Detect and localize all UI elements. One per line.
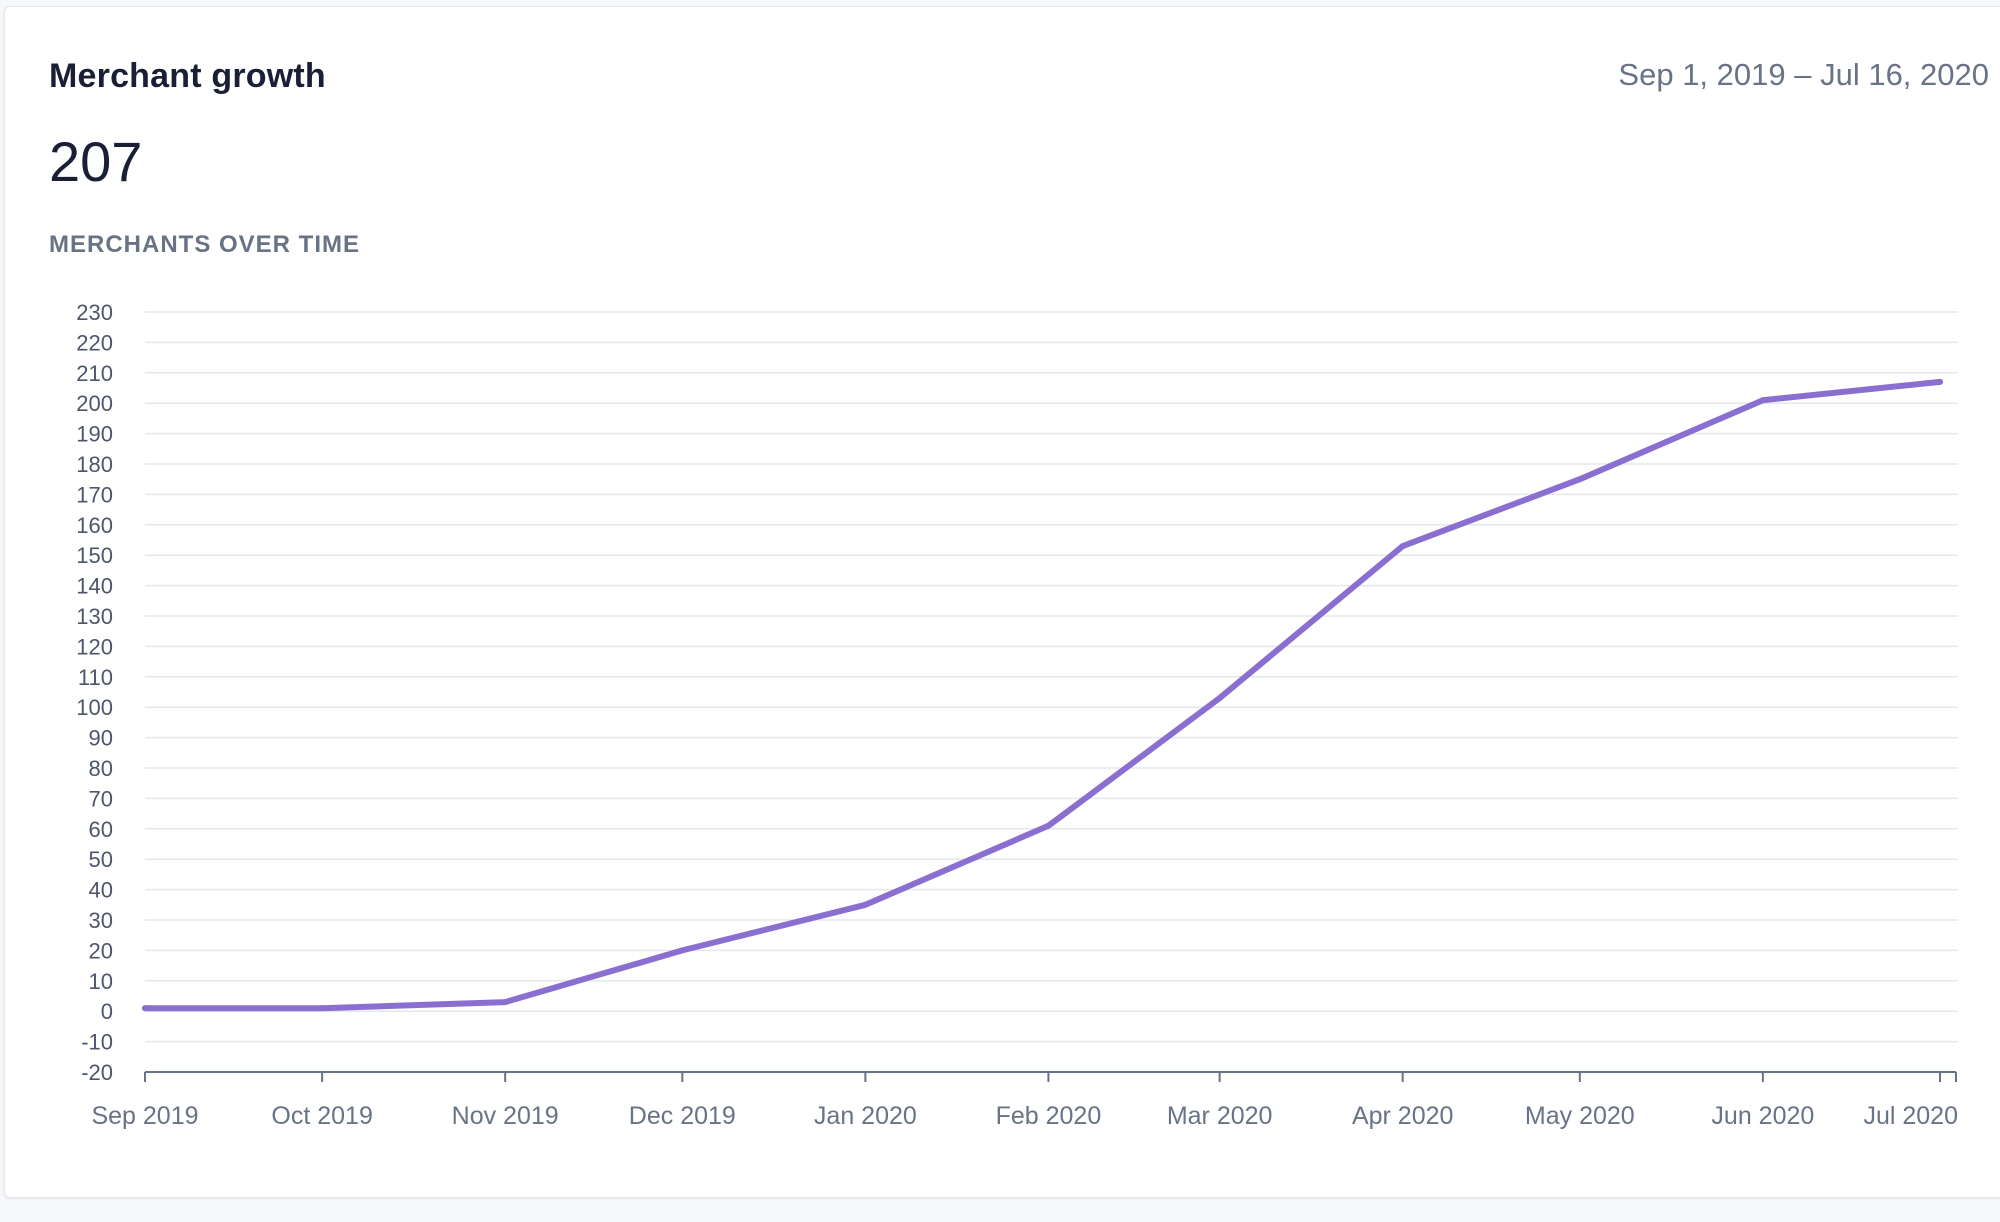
y-tick-label: 60 (89, 817, 113, 842)
x-tick-label: Dec 2019 (629, 1102, 736, 1130)
y-tick-label: 180 (76, 452, 113, 477)
y-tick-label: 210 (76, 361, 113, 386)
y-tick-label: -10 (81, 1030, 113, 1055)
data-point[interactable] (142, 1005, 148, 1012)
x-tick-label: Jun 2020 (1711, 1102, 1814, 1130)
card-title: Merchant growth (49, 57, 326, 95)
data-point[interactable] (502, 999, 509, 1006)
x-tick-label: Oct 2019 (271, 1102, 372, 1130)
data-point[interactable] (1937, 378, 1943, 385)
merchant-growth-card: Merchant growth Sep 1, 2019 – Jul 16, 20… (4, 6, 2000, 1198)
data-point[interactable] (1576, 476, 1583, 483)
data-point[interactable] (319, 1005, 326, 1012)
y-tick-label: 150 (76, 543, 113, 568)
y-tick-label: 120 (76, 634, 113, 659)
data-point[interactable] (679, 947, 686, 954)
y-tick-label: 190 (76, 422, 113, 447)
total-merchants: 207 (49, 130, 143, 193)
y-tick-label: 140 (76, 574, 113, 599)
y-tick-label: 230 (76, 300, 113, 325)
y-tick-label: 50 (89, 847, 113, 872)
y-tick-label: 170 (76, 482, 113, 507)
data-point[interactable] (862, 901, 869, 908)
y-axis-ticks: -20 -10 0 10 20 30 40 50 60 70 80 90 100 110 120 130 140… (76, 300, 113, 1085)
grid-lines (145, 311, 1958, 1043)
y-tick-label: 70 (89, 786, 113, 811)
series-line (142, 378, 1943, 1012)
y-tick-label: 220 (76, 330, 113, 355)
x-tick-label: Nov 2019 (452, 1102, 559, 1130)
x-tick-label: Jan 2020 (814, 1102, 917, 1130)
x-axis: Sep 2019 Oct 2019 Nov 2019 Dec 2019 Jan 2020… (91, 1071, 1958, 1130)
data-point[interactable] (1759, 397, 1766, 404)
y-tick-label: 200 (76, 391, 113, 416)
data-point[interactable] (1045, 822, 1052, 829)
y-tick-label: 20 (89, 938, 113, 963)
chart-subtitle: MERCHANTS OVER TIME (49, 231, 361, 258)
y-tick-label: 10 (89, 969, 113, 994)
y-tick-label: 80 (89, 756, 113, 781)
y-tick-label: 40 (89, 878, 113, 903)
x-tick-label: May 2020 (1525, 1102, 1635, 1130)
data-point[interactable] (1399, 543, 1406, 550)
y-tick-label: 110 (78, 665, 113, 690)
x-tick-label: Jul 2020 (1863, 1102, 1958, 1130)
x-tick-label: Feb 2020 (996, 1102, 1102, 1130)
date-range[interactable]: Sep 1, 2019 – Jul 16, 2020 (1618, 57, 1989, 92)
y-tick-label: 100 (76, 695, 113, 720)
y-tick-label: -20 (81, 1060, 113, 1085)
y-tick-label: 30 (89, 908, 113, 933)
x-tick-label: Mar 2020 (1167, 1102, 1273, 1130)
y-tick-label: 130 (76, 604, 113, 629)
y-tick-label: 90 (89, 726, 113, 751)
x-tick-label: Sep 2019 (91, 1102, 198, 1130)
x-tick-label: Apr 2020 (1352, 1102, 1453, 1130)
series-layer (142, 378, 1943, 1012)
data-point[interactable] (1216, 695, 1223, 702)
y-tick-label: 160 (76, 513, 113, 538)
y-tick-label: 0 (101, 999, 113, 1024)
